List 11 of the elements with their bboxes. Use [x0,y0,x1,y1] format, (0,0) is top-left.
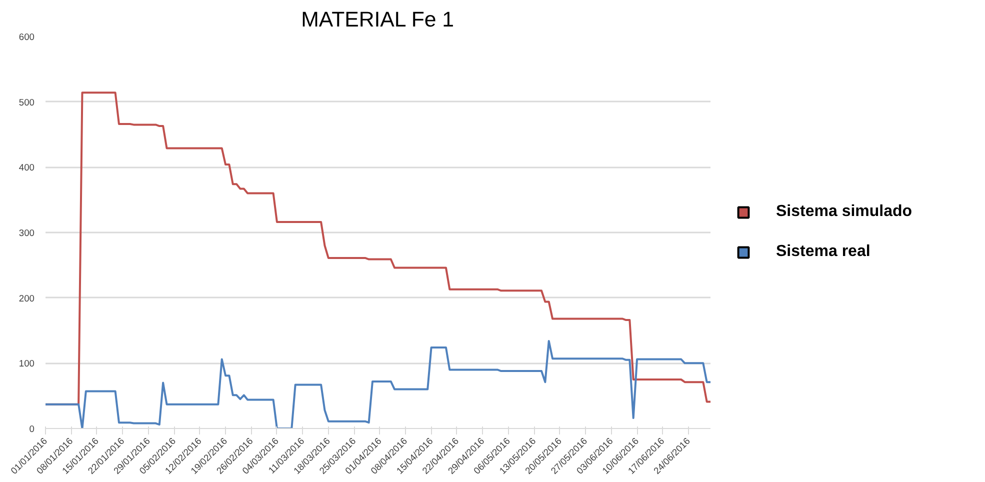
y-tick-label: 0 [29,424,35,434]
y-tick-label: 400 [18,162,35,173]
chart-title: MATERIAL Fe 1 [301,8,454,32]
legend-label: Sistema simulado [776,203,912,221]
line-series [46,340,710,428]
legend-label: Sistema real [776,243,870,261]
y-tick-label: 500 [18,97,35,108]
y-tick-label: 200 [18,293,35,304]
y-tick-label: 300 [18,228,35,238]
y-tick-label: 600 [18,32,35,42]
y-tick-label: 100 [18,358,35,369]
